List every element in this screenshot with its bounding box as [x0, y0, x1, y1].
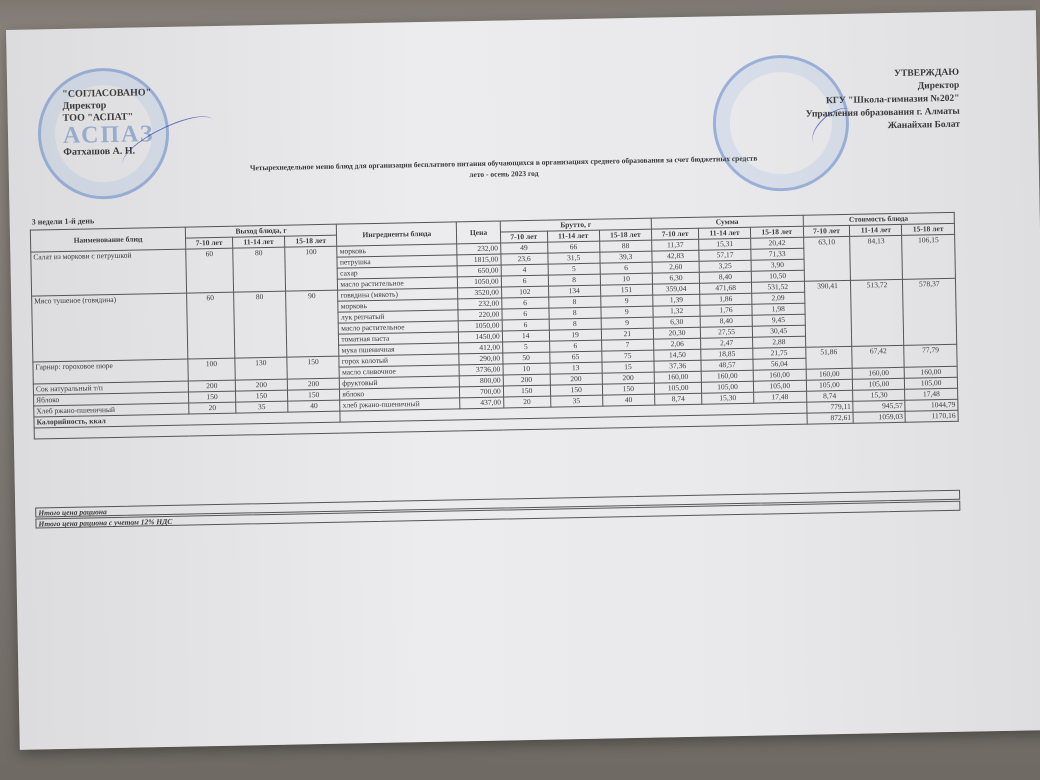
header-ingredients: Ингредиенты блюда	[336, 221, 458, 247]
ingredient-sum: 6,30	[653, 316, 701, 329]
dish-cost: 105,00	[805, 379, 854, 392]
ingredient-price: 232,00	[457, 243, 501, 255]
ingredient-price: 1050,00	[458, 320, 503, 332]
ingredient-price: 232,00	[458, 298, 502, 310]
dish-cost: 513,72	[850, 279, 905, 347]
document-title: Четырехнедельное меню блюд для организац…	[199, 152, 809, 186]
ingredient-brutto: 4	[500, 264, 548, 277]
dish-cost: 390,41	[803, 280, 853, 348]
ingredient-brutto: 50	[502, 352, 550, 365]
ingredient-sum: 2,60	[652, 261, 700, 274]
header-age: 7-10 лет	[802, 225, 851, 238]
ingredient-price: 800,00	[459, 375, 504, 387]
dish-cost: 63,10	[803, 236, 851, 282]
ingredient-sum: 105,00	[654, 382, 702, 395]
dish-cost: 106,15	[901, 234, 956, 280]
ingredient-sum: 1,39	[652, 294, 700, 307]
header-age: 7-10 лет	[500, 231, 548, 244]
ingredient-price: 1050,00	[457, 276, 502, 288]
total-vat-value: 1059,03	[853, 411, 906, 424]
ingredient-brutto: 5	[502, 341, 550, 354]
agreed-label: "СОГЛАСОВАНО"	[62, 87, 152, 100]
dish-yield: 60	[185, 248, 234, 294]
ingredient-brutto: 6	[501, 275, 549, 288]
dish-yield: 100	[187, 358, 236, 382]
ingredient-brutto: 20	[503, 396, 551, 409]
ingredient-sum: 11,37	[651, 239, 699, 252]
ingredient-sum: 20,30	[653, 327, 701, 340]
total-vat-value: 872,61	[806, 412, 854, 425]
dish-cost: 67,42	[852, 345, 905, 369]
dish-yield: 20	[188, 402, 236, 415]
ingredient-price: 3736,00	[459, 364, 503, 376]
ingredient-price: 1815,00	[457, 254, 501, 266]
dish-cost: 51,86	[805, 346, 853, 370]
dish-name: Мясо тушеное (говядина)	[31, 293, 188, 363]
ingredient-sum: 42,83	[651, 250, 700, 263]
ingredient-brutto: 6	[501, 319, 550, 332]
ingredient-brutto: 49	[500, 242, 548, 255]
menu-table: Наименование блюд Выход блюда, г Ингреди…	[30, 212, 959, 440]
ingredient-sum: 8,74	[654, 393, 702, 406]
ingredient-price: 220,00	[458, 309, 502, 321]
total-value: 779,11	[806, 401, 854, 414]
total-value: 945,57	[853, 400, 906, 413]
dish-yield: 150	[286, 356, 340, 380]
dish-cost: 160,00	[805, 368, 853, 381]
dish-cost: 77,79	[904, 344, 958, 368]
ingredient-price: 3520,00	[457, 287, 502, 299]
ingredient-brutto: 10	[502, 363, 550, 376]
header-age: 7-10 лет	[651, 228, 699, 241]
header-price: Цена	[456, 221, 501, 244]
ingredient-price: 437,00	[460, 397, 504, 409]
ingredient-brutto: 14	[502, 330, 550, 343]
total-value: 1044,79	[905, 399, 958, 412]
ingredient-brutto: 150	[503, 385, 551, 398]
ingredient-price: 412,00	[458, 342, 503, 354]
total-vat-value: 1170,16	[905, 410, 959, 423]
ingredient-brutto: 102	[501, 286, 549, 299]
ingredient-price: 1450,00	[458, 331, 503, 343]
header-dish: Наименование блюд	[30, 227, 186, 253]
header-age: 7-10 лет	[185, 237, 233, 250]
dish-yield: 60	[186, 292, 235, 360]
dish-yield: 90	[285, 290, 340, 358]
ingredient-brutto: 23,6	[500, 253, 548, 266]
dish-yield: 150	[188, 391, 236, 404]
ingredient-brutto: 200	[502, 374, 551, 387]
dish-yield: 130	[234, 357, 288, 381]
dish-yield: 100	[284, 246, 338, 292]
ingredient-sum: 14,50	[653, 349, 702, 362]
ingredient-sum: 359,04	[652, 283, 700, 296]
dish-yield: 200	[188, 380, 236, 393]
ingredient-sum: 6,30	[652, 272, 700, 285]
ingredient-brutto: 6	[501, 308, 549, 321]
ingredient-sum: 1,32	[653, 305, 701, 318]
ingredient-price: 650,00	[457, 265, 502, 277]
dish-cost: 578,37	[902, 278, 957, 346]
ingredient-brutto: 6	[501, 297, 549, 310]
dish-name: Гарнир: гороховое пюре	[32, 359, 189, 385]
dish-yield: 80	[232, 247, 286, 293]
ingredient-sum: 160,00	[654, 371, 702, 384]
dish-cost: 8,74	[806, 390, 854, 403]
dish-yield: 80	[233, 291, 287, 359]
dish-cost: 84,13	[850, 235, 903, 281]
dish-name: Салат из моркови с петрушкой	[30, 249, 187, 297]
ingredient-sum: 2,06	[653, 338, 701, 351]
week-day-label: 3 недели 1-й день	[31, 216, 95, 227]
ingredient-price: 700,00	[459, 386, 504, 398]
ingredient-sum: 37,36	[654, 360, 702, 373]
document-page: "СОГЛАСОВАНО" Директор ТОО "АСПАТ" АСПАЗ…	[6, 10, 1040, 750]
ingredient-price: 290,00	[459, 353, 503, 365]
